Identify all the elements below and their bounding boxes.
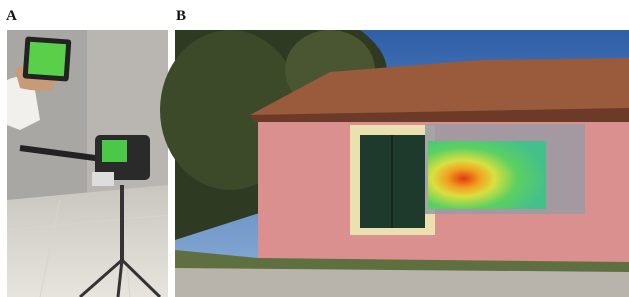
photo-a bbox=[7, 30, 168, 297]
panel-label: A bbox=[6, 8, 17, 24]
photo-b bbox=[160, 30, 629, 297]
figure: A B bbox=[0, 0, 629, 297]
panel-label: B bbox=[176, 8, 186, 24]
